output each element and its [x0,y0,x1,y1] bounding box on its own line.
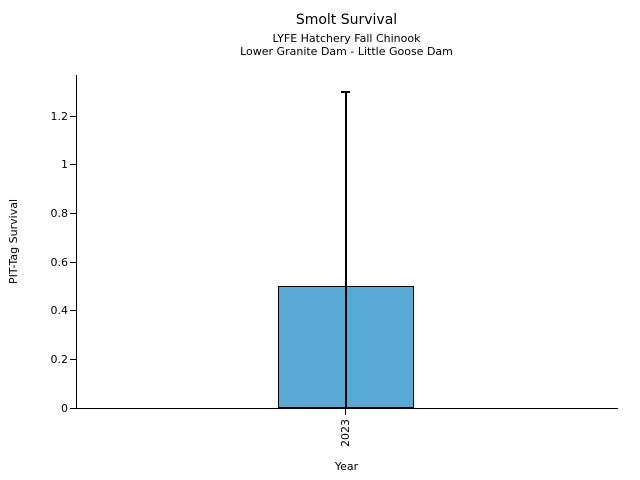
y-tick-mark [70,213,76,215]
y-tick-label: 0 [61,401,68,415]
x-tick-mark [345,409,347,415]
y-tick-mark [70,164,76,166]
x-axis-label: Year [334,460,359,473]
chart-subtitle-reach: Lower Granite Dam - Little Goose Dam [240,45,453,58]
chart-title: Smolt Survival [295,12,398,28]
y-tick-label: 0.4 [50,304,69,318]
y-tick-label: 1 [61,158,68,172]
y-tick-label: 0.2 [50,352,69,366]
y-tick-mark [70,358,76,360]
y-tick-mark [70,407,76,409]
y-tick-mark [70,115,76,117]
chart-subtitle-species: LYFE Hatchery Fall Chinook [272,32,421,45]
y-tick-mark [70,310,76,312]
y-tick-label: 0.8 [50,207,69,221]
y-tick-label: 0.6 [50,255,69,269]
y-axis-label: PIT-Tag Survival [6,198,20,284]
plot-area: 0 0.2 0.4 0.6 0.8 1 1.2 2023 [51,75,618,447]
error-bar-top-cap [341,91,351,93]
x-tick-label: 2023 [338,419,352,447]
chart-header: Smolt Survival LYFE Hatchery Fall Chinoo… [76,0,617,58]
y-tick-label: 1.2 [50,109,69,123]
error-bar-line [345,92,347,408]
y-tick-mark [70,261,76,263]
